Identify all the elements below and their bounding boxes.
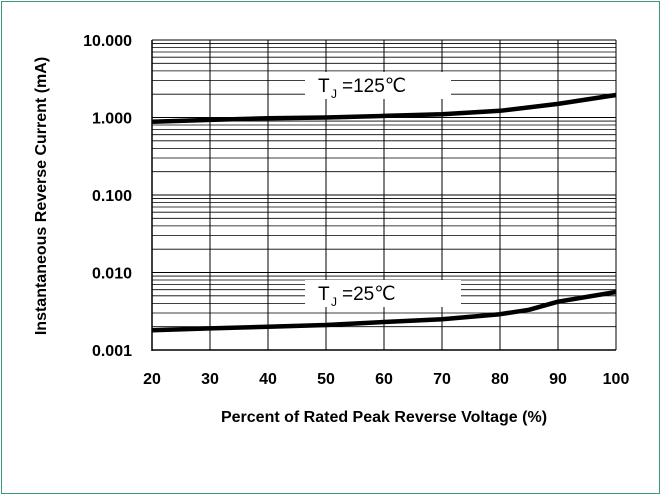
y-tick-label: 1.000 (92, 111, 132, 128)
x-tick-label: 20 (143, 371, 161, 388)
axes (151, 40, 616, 351)
x-tick-label: 80 (491, 371, 509, 388)
series-label-main: T (318, 76, 330, 97)
x-axis-title: Percent of Rated Peak Reverse Voltage (%… (221, 409, 547, 426)
x-tick-label: 30 (201, 371, 219, 388)
series-line (151, 289, 617, 333)
series-line (151, 92, 617, 125)
label-boxes (305, 72, 461, 307)
series-lines (151, 92, 617, 333)
y-tick-label: 0.010 (92, 266, 132, 283)
series-label-main: T (318, 284, 330, 305)
y-tick-labels: 10.000 1.000 0.100 0.010 0.001 (83, 33, 132, 360)
series-label-box (305, 72, 451, 99)
x-tick-label: 90 (549, 371, 567, 388)
x-tick-label: 100 (603, 371, 630, 388)
x-tick-label: 50 (317, 371, 335, 388)
series-label-sub: J (331, 87, 337, 101)
y-tick-label: 0.001 (92, 343, 132, 360)
x-tick-label: 60 (375, 371, 393, 388)
series-annotations: T J =125℃T J =25℃ (318, 76, 406, 309)
x-tick-label: 40 (259, 371, 277, 388)
series-label-sub: J (331, 295, 337, 309)
series-label-rest: =125℃ (342, 76, 406, 97)
x-tick-labels: 20 30 40 50 60 70 80 90 100 (143, 371, 629, 388)
x-tick-label: 70 (433, 371, 451, 388)
y-axis-title: Instantaneous Reverse Current (mA) (33, 57, 50, 335)
y-tick-label: 10.000 (83, 33, 132, 50)
series-label-rest: =25℃ (342, 284, 396, 305)
y-tick-label: 0.100 (92, 188, 132, 205)
series-label-box (305, 280, 461, 307)
